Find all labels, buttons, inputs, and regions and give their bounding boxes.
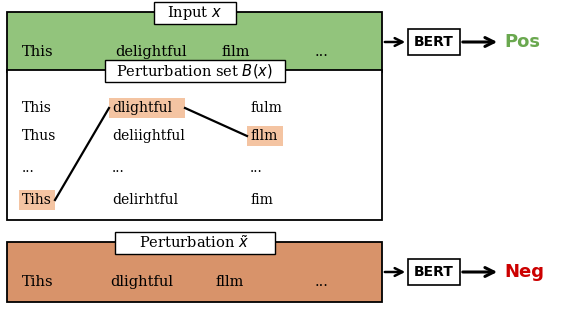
Text: Input $x$: Input $x$ (167, 4, 222, 22)
Text: Perturbation set $B(x)$: Perturbation set $B(x)$ (116, 62, 273, 80)
Text: fllm: fllm (250, 129, 277, 143)
Text: film: film (222, 45, 251, 59)
Bar (247, 126, 283, 146)
Text: deliightful: deliightful (112, 129, 185, 143)
Bar (153, 2, 235, 24)
Bar (408, 29, 460, 55)
Text: dlightful: dlightful (110, 275, 173, 289)
Text: BERT: BERT (414, 35, 454, 49)
Text: ...: ... (315, 45, 329, 59)
Text: Neg: Neg (504, 263, 544, 281)
Bar (408, 259, 460, 285)
Text: Thus: Thus (22, 129, 57, 143)
Text: Pos: Pos (504, 33, 540, 51)
Bar (7, 242, 382, 302)
Bar (105, 60, 285, 82)
Text: ...: ... (315, 275, 329, 289)
Bar (114, 232, 275, 254)
Text: Tihs: Tihs (22, 275, 54, 289)
Text: fllm: fllm (215, 275, 243, 289)
Text: fulm: fulm (250, 101, 282, 115)
Text: Tihs: Tihs (22, 193, 52, 207)
Text: ...: ... (112, 161, 125, 175)
Text: BERT: BERT (414, 265, 454, 279)
Bar (7, 12, 382, 72)
Text: This: This (22, 45, 54, 59)
Text: Perturbation $\tilde{x}$: Perturbation $\tilde{x}$ (139, 235, 250, 251)
Text: delirhtful: delirhtful (112, 193, 178, 207)
Text: delightful: delightful (115, 45, 187, 59)
Text: This: This (22, 101, 52, 115)
Bar (7, 70, 382, 220)
Text: ...: ... (22, 161, 35, 175)
Text: fim: fim (250, 193, 273, 207)
Bar (109, 98, 185, 118)
Text: dlightful: dlightful (112, 101, 172, 115)
Bar (19, 190, 55, 210)
Text: ...: ... (250, 161, 263, 175)
